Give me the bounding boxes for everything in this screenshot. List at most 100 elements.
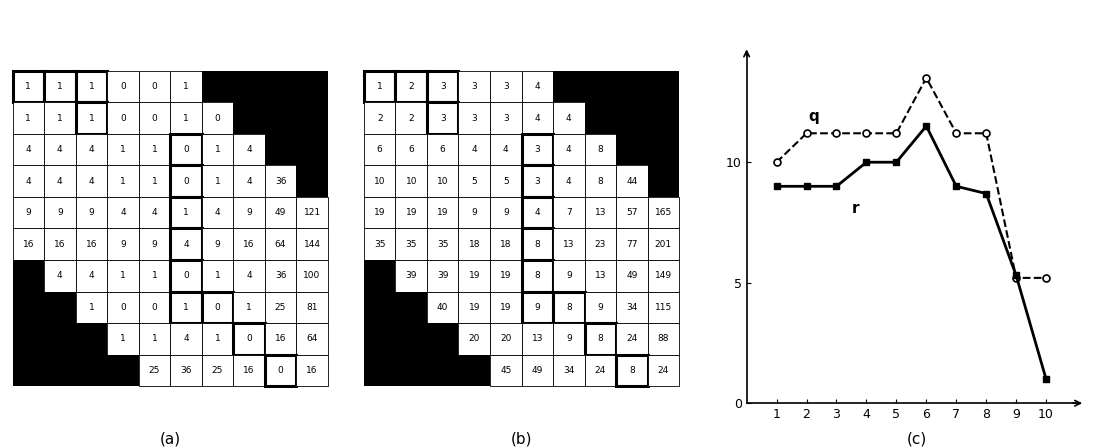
Bar: [233, 71, 265, 103]
Text: 4: 4: [535, 114, 540, 123]
Text: 4: 4: [152, 208, 157, 217]
Text: 13: 13: [563, 240, 574, 249]
Text: 0: 0: [120, 303, 126, 312]
Text: 1: 1: [89, 303, 94, 312]
Bar: [648, 260, 680, 292]
Bar: [395, 228, 427, 260]
Bar: [553, 292, 584, 323]
Bar: [202, 134, 233, 165]
Text: 13: 13: [595, 271, 606, 280]
Bar: [459, 260, 490, 292]
Bar: [233, 292, 265, 323]
Bar: [44, 354, 76, 386]
Text: 4: 4: [246, 145, 251, 154]
Bar: [12, 165, 44, 197]
Bar: [427, 165, 459, 197]
Bar: [108, 71, 138, 103]
Bar: [12, 103, 44, 134]
Text: 1: 1: [120, 145, 126, 154]
Bar: [522, 228, 553, 260]
Bar: [202, 165, 233, 197]
Bar: [363, 103, 395, 134]
Bar: [584, 134, 616, 165]
Bar: [76, 228, 108, 260]
Text: 19: 19: [469, 271, 480, 280]
Bar: [427, 292, 459, 323]
Bar: [459, 134, 490, 165]
Text: 1: 1: [152, 177, 157, 185]
Bar: [108, 134, 138, 165]
Bar: [584, 260, 616, 292]
Bar: [616, 354, 648, 386]
Text: 0: 0: [183, 145, 189, 154]
Bar: [522, 165, 553, 197]
Text: 6: 6: [408, 145, 414, 154]
Bar: [138, 228, 170, 260]
Text: 1: 1: [214, 271, 221, 280]
Bar: [459, 354, 490, 386]
Bar: [138, 354, 170, 386]
Bar: [265, 292, 296, 323]
Text: 6: 6: [377, 145, 382, 154]
Text: 0: 0: [246, 334, 251, 343]
Bar: [202, 228, 233, 260]
Text: 9: 9: [89, 208, 94, 217]
Bar: [76, 197, 108, 228]
Bar: [296, 71, 328, 103]
Text: 19: 19: [500, 271, 512, 280]
Bar: [584, 292, 616, 323]
Bar: [138, 323, 170, 354]
Text: 9: 9: [120, 240, 126, 249]
Text: 24: 24: [626, 334, 638, 343]
Text: 100: 100: [303, 271, 321, 280]
Bar: [265, 354, 296, 386]
Bar: [233, 260, 265, 292]
Text: 8: 8: [535, 271, 540, 280]
Bar: [296, 165, 328, 197]
Bar: [233, 165, 265, 197]
Bar: [44, 228, 76, 260]
Bar: [108, 323, 138, 354]
Bar: [170, 165, 202, 197]
Text: 4: 4: [215, 208, 221, 217]
Bar: [553, 228, 584, 260]
Text: 8: 8: [629, 366, 635, 375]
Bar: [616, 228, 648, 260]
Text: 8: 8: [565, 303, 572, 312]
Text: 16: 16: [244, 240, 255, 249]
Text: 1: 1: [246, 303, 251, 312]
Bar: [459, 71, 490, 103]
Text: 4: 4: [567, 114, 572, 123]
Text: 4: 4: [503, 145, 508, 154]
Bar: [522, 197, 553, 228]
Bar: [76, 323, 108, 354]
Text: 40: 40: [437, 303, 448, 312]
Bar: [233, 197, 265, 228]
Bar: [202, 197, 233, 228]
Text: 49: 49: [626, 271, 638, 280]
Text: 4: 4: [246, 271, 251, 280]
Text: 1: 1: [25, 82, 31, 91]
Text: 4: 4: [183, 334, 189, 343]
Text: 115: 115: [654, 303, 672, 312]
Bar: [648, 197, 680, 228]
Text: 0: 0: [152, 303, 157, 312]
Bar: [138, 292, 170, 323]
Text: 2: 2: [408, 114, 414, 123]
Bar: [44, 197, 76, 228]
Text: 4: 4: [57, 177, 63, 185]
Bar: [76, 103, 108, 134]
Text: 1: 1: [152, 145, 157, 154]
Bar: [233, 323, 265, 354]
Text: 19: 19: [374, 208, 385, 217]
Text: 1: 1: [214, 177, 221, 185]
Text: 2: 2: [408, 82, 414, 91]
Text: 4: 4: [246, 177, 251, 185]
Bar: [648, 292, 680, 323]
Bar: [616, 71, 648, 103]
Text: 1: 1: [152, 271, 157, 280]
Text: 3: 3: [535, 145, 540, 154]
Bar: [490, 134, 522, 165]
Bar: [395, 103, 427, 134]
Text: 35: 35: [405, 240, 417, 249]
